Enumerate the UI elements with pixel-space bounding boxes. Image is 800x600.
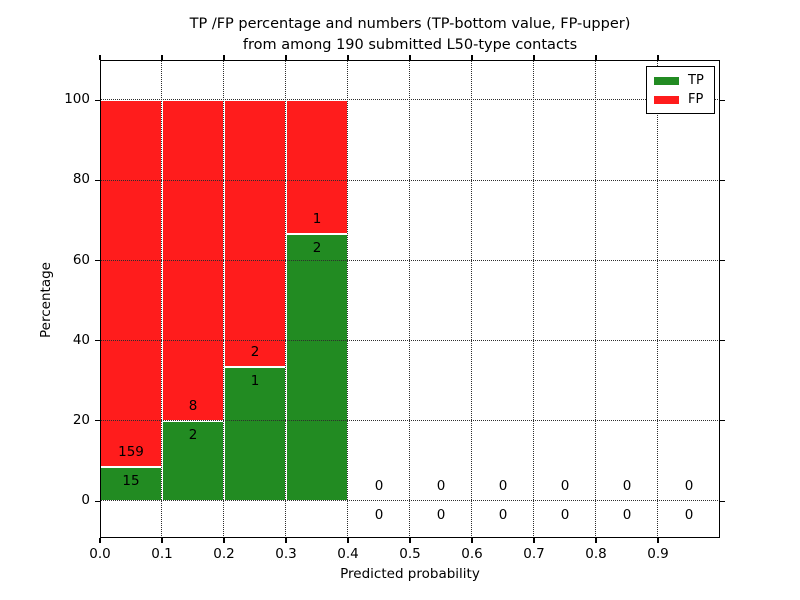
y-tick-mark <box>95 500 100 502</box>
gridline-vertical <box>471 60 473 538</box>
gridline-vertical <box>595 60 597 538</box>
bar-value-fp: 0 <box>622 478 632 495</box>
gridline-vertical <box>533 60 535 538</box>
x-tick-label: 0.2 <box>213 546 235 562</box>
x-tick-label: 0.6 <box>461 546 483 562</box>
x-tick-mark <box>471 538 473 543</box>
x-tick-mark-top <box>657 55 659 60</box>
x-tick-mark-top <box>161 55 163 60</box>
y-tick-mark-right <box>720 500 725 502</box>
y-axis-label: Percentage <box>38 262 54 338</box>
x-tick-mark <box>595 538 597 543</box>
x-tick-mark <box>657 538 659 543</box>
bar-value-tp: 0 <box>622 507 632 524</box>
x-tick-mark-top <box>223 55 225 60</box>
y-tick-mark <box>95 340 100 342</box>
x-tick-label: 0.5 <box>399 546 421 562</box>
y-tick-mark-right <box>720 99 725 101</box>
x-tick-label: 0.9 <box>647 546 669 562</box>
legend-label: TP <box>688 72 704 88</box>
bar-value-tp: 0 <box>374 507 384 524</box>
legend: TP FP <box>646 66 715 114</box>
bar-value-fp: 0 <box>560 478 570 495</box>
legend-item-tp: TP <box>654 72 714 88</box>
y-tick-label: 20 <box>72 411 90 428</box>
chart-title: TP /FP percentage and numbers (TP-bottom… <box>100 14 720 56</box>
x-axis-label: Predicted probability <box>340 566 480 582</box>
x-tick-mark-top <box>471 55 473 60</box>
bar-value-tp: 0 <box>436 507 446 524</box>
chart-title-line1: TP /FP percentage and numbers (TP-bottom… <box>189 16 631 32</box>
x-tick-mark <box>99 538 101 543</box>
bar-segment-fp <box>100 100 162 467</box>
gridline-vertical <box>657 60 659 538</box>
y-tick-mark-right <box>720 340 725 342</box>
x-tick-mark-top <box>285 55 287 60</box>
gridline-vertical <box>347 60 349 538</box>
x-tick-mark <box>161 538 163 543</box>
bar-value-tp: 15 <box>122 472 140 489</box>
legend-item-fp: FP <box>654 91 714 107</box>
x-tick-mark-top <box>533 55 535 60</box>
chart-title-line2: from among 190 submitted L50-type contac… <box>242 37 578 53</box>
y-tick-mark <box>95 420 100 422</box>
y-tick-mark <box>95 99 100 101</box>
gridline-vertical <box>409 60 411 538</box>
bar-segment-fp <box>286 100 348 234</box>
bar-value-tp: 0 <box>684 507 694 524</box>
y-tick-label: 0 <box>81 492 90 509</box>
bar-segment-fp <box>224 100 286 368</box>
gridline-vertical <box>285 60 287 538</box>
y-tick-label: 80 <box>72 171 90 188</box>
bar-segment-tp <box>100 466 162 502</box>
bar-value-tp: 0 <box>498 507 508 524</box>
x-tick-mark-top <box>347 55 349 60</box>
bar-value-fp: 159 <box>118 443 144 460</box>
x-tick-mark <box>347 538 349 543</box>
bar-value-fp: 1 <box>312 210 322 227</box>
y-tick-mark <box>95 179 100 181</box>
bar-value-fp: 0 <box>374 478 384 495</box>
bar-value-fp: 0 <box>498 478 508 495</box>
y-tick-mark <box>95 259 100 262</box>
x-tick-mark-top <box>595 55 597 60</box>
x-tick-mark <box>409 538 411 543</box>
bar-value-tp: 2 <box>312 239 322 256</box>
bar-value-fp: 0 <box>684 478 694 495</box>
x-tick-label: 0.7 <box>523 546 545 562</box>
y-tick-mark-right <box>720 179 725 181</box>
x-tick-mark-top <box>409 55 411 60</box>
bar-segment-tp <box>162 420 224 502</box>
bar-value-fp: 2 <box>250 344 260 361</box>
x-tick-mark <box>285 538 287 543</box>
tp-swatch-icon <box>654 76 679 85</box>
x-tick-mark <box>533 538 535 543</box>
y-tick-label: 40 <box>72 331 90 348</box>
x-tick-label: 0.1 <box>151 546 173 562</box>
x-tick-label: 0.3 <box>275 546 297 562</box>
bar-value-fp: 8 <box>188 397 198 414</box>
x-tick-label: 0.4 <box>337 546 359 562</box>
x-tick-label: 0.0 <box>89 546 111 562</box>
bar-value-tp: 0 <box>560 507 570 524</box>
x-tick-mark-top <box>99 55 101 60</box>
gridline-vertical <box>161 60 163 538</box>
bar-segment-tp <box>286 233 348 502</box>
bar-value-fp: 0 <box>436 478 446 495</box>
y-tick-label: 100 <box>64 91 90 108</box>
bar-value-tp: 1 <box>250 373 260 390</box>
legend-label: FP <box>688 91 704 107</box>
x-tick-label: 0.8 <box>585 546 607 562</box>
y-tick-label: 60 <box>72 251 90 268</box>
y-tick-mark-right <box>720 259 725 262</box>
gridline-vertical <box>223 60 225 538</box>
y-tick-mark-right <box>720 420 725 422</box>
fp-swatch-icon <box>654 95 679 104</box>
bar-value-tp: 2 <box>188 426 198 443</box>
x-tick-mark <box>223 538 225 543</box>
